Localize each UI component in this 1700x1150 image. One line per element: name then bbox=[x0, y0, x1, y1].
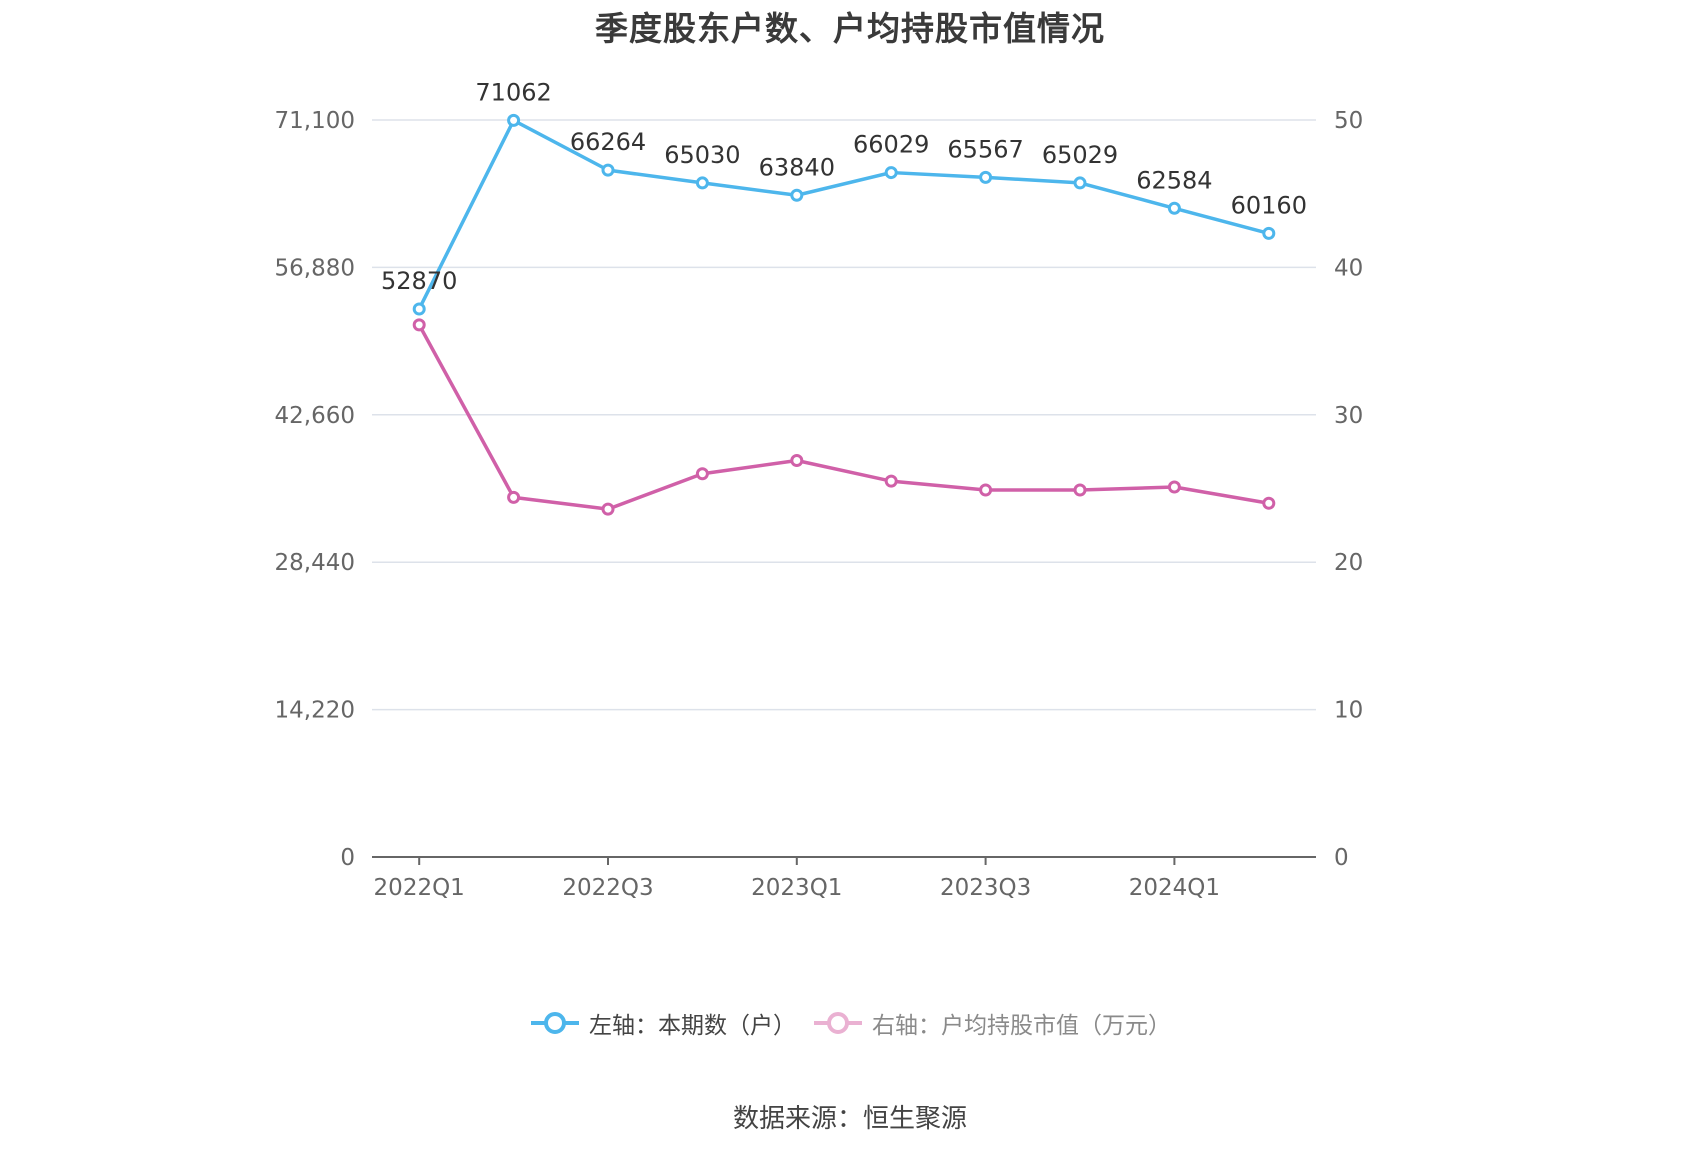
y-right-tick-label: 50 bbox=[1334, 108, 1363, 134]
shareholders-point bbox=[412, 302, 426, 316]
shareholders-point bbox=[1262, 226, 1276, 240]
y-right-tick-label: 0 bbox=[1334, 845, 1349, 871]
data-label: 62584 bbox=[1136, 166, 1212, 194]
y-left-tick-label: 14,220 bbox=[275, 698, 355, 724]
shareholders-point bbox=[884, 166, 898, 180]
y-left-tick-label: 0 bbox=[340, 845, 355, 871]
y-left-tick-label: 71,100 bbox=[275, 108, 355, 134]
avg-holding-value-point bbox=[507, 490, 521, 504]
data-label: 66029 bbox=[853, 131, 929, 159]
y-right-tick-label: 30 bbox=[1334, 403, 1363, 429]
data-label: 65567 bbox=[947, 135, 1023, 163]
legend-left-series-icon bbox=[531, 1012, 579, 1034]
shareholders-point bbox=[1167, 201, 1181, 215]
y-left-tick-label: 42,660 bbox=[275, 403, 355, 429]
legend: 左轴：本期数（户） 右轴：户均持股市值（万元） bbox=[0, 1006, 1700, 1040]
data-label: 66264 bbox=[570, 128, 646, 156]
shareholders-point bbox=[507, 113, 521, 127]
shareholders-point bbox=[695, 176, 709, 190]
x-tick-label: 2023Q1 bbox=[751, 875, 842, 901]
series-lines bbox=[412, 113, 1276, 516]
data-label: 65029 bbox=[1042, 141, 1118, 169]
x-tick-label: 2023Q3 bbox=[940, 875, 1031, 901]
x-tick-label: 2022Q3 bbox=[562, 875, 653, 901]
avg-holding-value-point bbox=[412, 318, 426, 332]
data-label: 65030 bbox=[664, 141, 740, 169]
chart-title: 季度股东户数、户均持股市值情况 bbox=[595, 9, 1105, 48]
legend-item-left-series[interactable]: 左轴：本期数（户） bbox=[529, 1006, 796, 1040]
left-axis-ticks: 0 14,220 28,440 42,660 56,880 71,100 bbox=[275, 108, 355, 871]
y-left-tick-label: 28,440 bbox=[275, 550, 355, 576]
y-right-tick-label: 20 bbox=[1334, 550, 1363, 576]
data-label: 63840 bbox=[759, 153, 835, 181]
avg-holding-value-point bbox=[979, 483, 993, 497]
avg-holding-value-point bbox=[790, 453, 804, 467]
x-tick-label: 2024Q1 bbox=[1129, 875, 1220, 901]
shareholders-point bbox=[979, 170, 993, 184]
shareholders-point bbox=[601, 163, 615, 177]
legend-right-series-icon bbox=[814, 1012, 862, 1034]
avg-holding-value-point bbox=[1073, 483, 1087, 497]
legend-item-right-series[interactable]: 右轴：户均持股市值（万元） bbox=[812, 1006, 1171, 1040]
grid-lines bbox=[372, 119, 1316, 711]
legend-right-series-label: 右轴：户均持股市值（万元） bbox=[872, 1013, 1171, 1039]
shareholders-point bbox=[790, 188, 804, 202]
avg-holding-value-point bbox=[1262, 496, 1276, 510]
avg-holding-value-line bbox=[417, 324, 1270, 511]
avg-holding-value-point bbox=[1167, 480, 1181, 494]
legend-left-series-label: 左轴：本期数（户） bbox=[589, 1013, 796, 1039]
y-right-tick-label: 40 bbox=[1334, 255, 1363, 281]
x-tick-label: 2022Q1 bbox=[374, 875, 465, 901]
data-label: 60160 bbox=[1231, 191, 1307, 219]
avg-holding-value-point bbox=[884, 474, 898, 488]
x-axis: 2022Q1 2022Q3 2023Q1 2023Q3 2024Q1 bbox=[372, 856, 1316, 901]
data-label: 52870 bbox=[381, 267, 457, 295]
avg-holding-value-point bbox=[601, 502, 615, 516]
avg-holding-value-point bbox=[695, 467, 709, 481]
shareholders-line bbox=[417, 118, 1270, 310]
data-labels: 52870 71062 66264 65030 63840 66029 65567 65029… bbox=[381, 78, 1307, 295]
data-label: 71062 bbox=[475, 78, 551, 106]
data-source-note: 数据来源：恒生聚源 bbox=[732, 1104, 967, 1134]
y-right-tick-label: 10 bbox=[1334, 698, 1363, 724]
shareholders-point bbox=[1073, 176, 1087, 190]
right-axis-ticks: 0 10 20 30 40 50 bbox=[1334, 108, 1363, 871]
y-left-tick-label: 56,880 bbox=[275, 255, 355, 281]
